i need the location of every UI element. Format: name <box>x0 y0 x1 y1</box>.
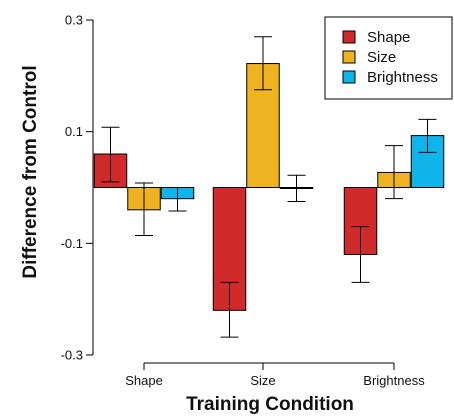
legend-swatch <box>342 30 356 44</box>
error-bars <box>101 36 437 338</box>
bars <box>93 63 445 311</box>
y-axis-title: Difference from Control <box>20 65 41 278</box>
legend-swatch <box>342 50 356 64</box>
x-tick-label: Size <box>250 373 275 388</box>
y-tick-label: 0.1 <box>65 124 83 139</box>
x-tick-label: Shape <box>125 373 163 388</box>
x-tick-label: Brightness <box>363 373 425 388</box>
y-tick-label: 0.3 <box>65 13 83 28</box>
legend-swatch <box>342 70 356 84</box>
legend: Shape Size Brightness <box>324 16 453 100</box>
legend-label: Brightness <box>367 69 438 86</box>
y-axis: -0.3 -0.1 0.1 0.3 <box>61 13 94 363</box>
legend-label: Shape <box>367 29 410 46</box>
x-axis: Shape Size Brightness <box>125 362 425 388</box>
y-tick-label: -0.1 <box>61 236 83 251</box>
legend-label: Size <box>367 49 396 66</box>
x-axis-title: Training Condition <box>186 394 354 415</box>
y-tick-label: -0.3 <box>61 348 83 363</box>
